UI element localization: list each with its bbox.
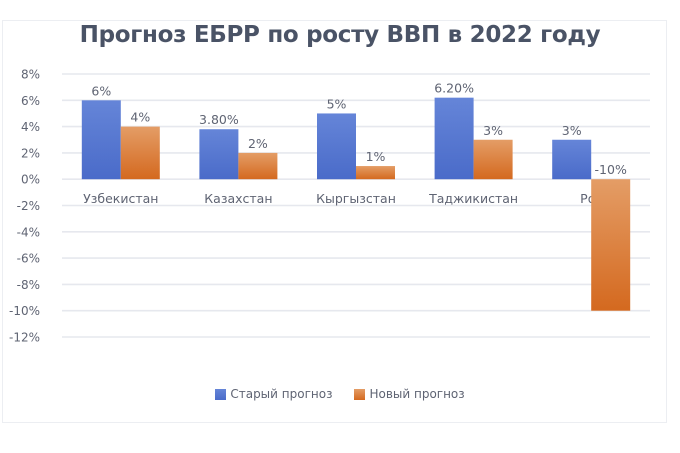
data-label: 3%: [483, 123, 503, 138]
y-tick-label: -12%: [9, 331, 40, 345]
legend-label-new: Новый прогноз: [369, 387, 465, 401]
legend-item-old: Старый прогноз: [215, 387, 332, 401]
data-label: 2%: [248, 136, 268, 151]
bar-new-forecast: [356, 166, 395, 180]
x-category-label: Кыргызстан: [316, 191, 396, 206]
bar-old-forecast: [81, 100, 121, 180]
data-label: 3.80%: [199, 112, 239, 127]
x-category-label: Таджикистан: [428, 191, 518, 206]
bar-old-forecast: [317, 113, 356, 180]
bar-old-forecast: [434, 97, 474, 180]
x-category-label: Узбекистан: [83, 191, 158, 206]
y-axis-ticks: 8% 6% 4% 2% 0% -2% -4% -6% -8% -10% -12%: [9, 68, 40, 345]
y-tick-label: 8%: [21, 68, 40, 82]
y-tick-label: 6%: [21, 94, 40, 108]
bar-new-forecast: [473, 139, 513, 180]
data-label: 4%: [130, 110, 150, 125]
bar-old-forecast: [199, 129, 239, 180]
data-label: 5%: [327, 96, 347, 111]
y-tick-label: -2%: [17, 199, 40, 213]
data-label: 6.20%: [434, 81, 474, 96]
chart-frame: [2, 20, 667, 423]
bar-old-forecast: [552, 139, 592, 180]
bars: [81, 97, 631, 311]
x-axis-categories: Узбекистан Казахстан Кыргызстан Таджикистан…: [83, 191, 602, 206]
y-tick-label: -4%: [17, 225, 40, 239]
y-tick-label: 2%: [21, 146, 40, 160]
y-tick-label: 4%: [21, 120, 40, 134]
gridlines: [62, 73, 650, 338]
legend: Старый прогноз Новый прогноз: [0, 387, 680, 401]
legend-swatch-old: [215, 388, 227, 400]
bar-new-forecast: [238, 152, 278, 180]
data-label: 3%: [562, 123, 582, 138]
bar-new-forecast: [591, 179, 631, 311]
data-label: 6%: [91, 83, 111, 98]
legend-label-old: Старый прогноз: [230, 387, 333, 401]
legend-item-new: Новый прогноз: [354, 387, 465, 401]
y-tick-label: -8%: [17, 278, 40, 292]
y-tick-label: -6%: [17, 252, 40, 266]
data-label: -10%: [595, 162, 627, 177]
legend-swatch-new: [354, 388, 366, 400]
bar-new-forecast: [120, 126, 160, 180]
x-category-label: Казахстан: [204, 191, 272, 206]
y-tick-label: -10%: [9, 304, 40, 318]
y-tick-label: 0%: [21, 173, 40, 187]
chart-title: Прогноз ЕБРР по росту ВВП в 2022 году: [79, 22, 601, 48]
data-labels: 6% 3.80% 5% 6.20% 3% 4% 2% 1% 3% -10%: [91, 81, 627, 178]
data-label: 1%: [366, 149, 386, 164]
